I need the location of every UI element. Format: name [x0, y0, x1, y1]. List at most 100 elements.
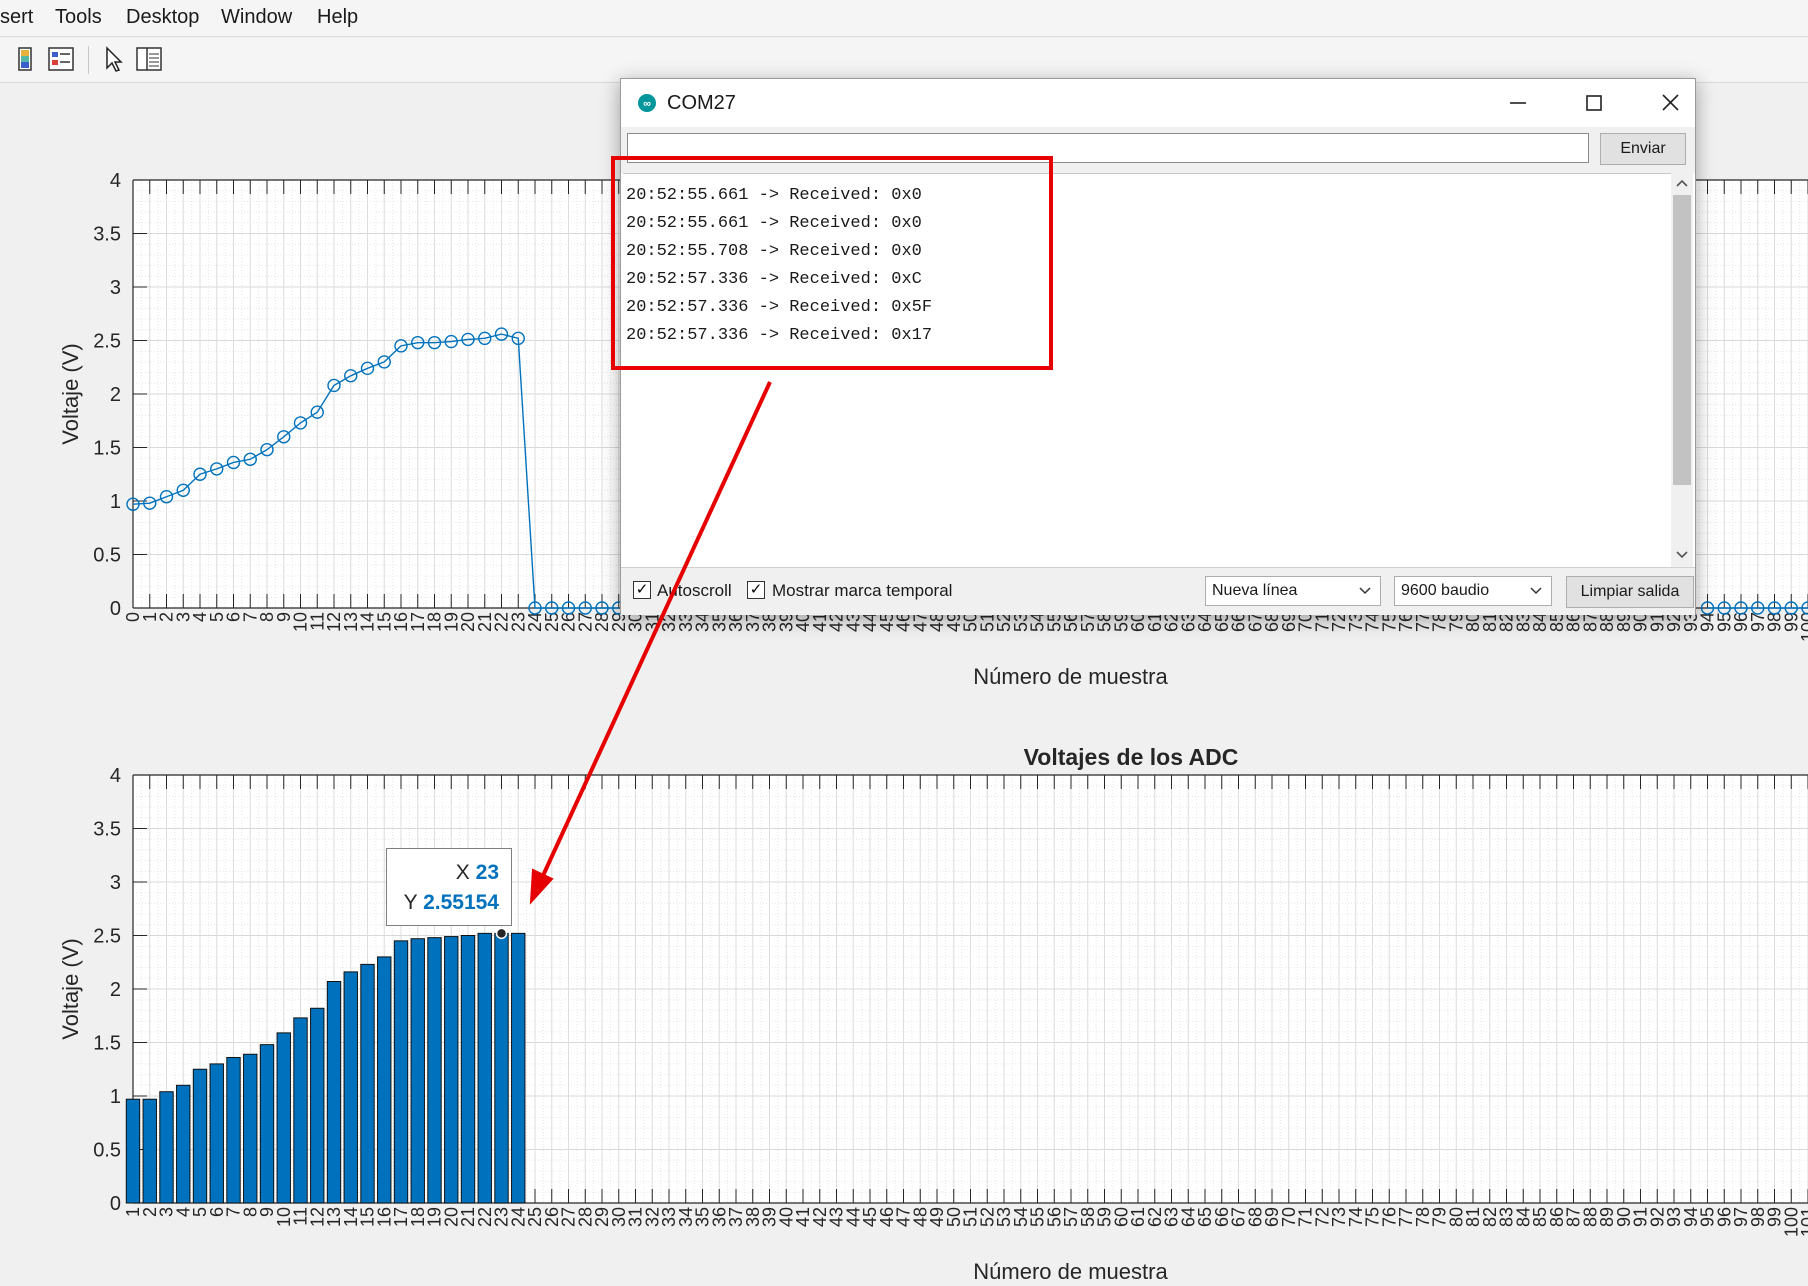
- y-tick-label: 2.5: [93, 926, 121, 948]
- x-tick-label: 14: [358, 612, 378, 632]
- x-tick-label: 15: [358, 1207, 378, 1227]
- x-tick-label: 27: [559, 1207, 579, 1227]
- x-tick-label: 100: [1781, 1207, 1801, 1237]
- data-point: [494, 327, 509, 341]
- x-tick-label: 60: [1111, 1207, 1131, 1227]
- close-icon[interactable]: [1641, 85, 1699, 121]
- x-tick-label: 67: [1229, 1207, 1249, 1227]
- x-tick-label: 84: [1513, 1207, 1533, 1227]
- property-inspector-icon[interactable]: [134, 44, 164, 74]
- menu-tools[interactable]: Tools: [55, 6, 102, 28]
- x-tick-label: 51: [977, 612, 997, 632]
- datatip-y-row: Y 2.55154: [404, 891, 499, 915]
- pointer-icon[interactable]: [98, 44, 128, 74]
- x-tick-label: 10: [274, 1207, 294, 1227]
- datatip-marker: [495, 927, 508, 940]
- menu-help[interactable]: Help: [317, 6, 359, 28]
- menu-window[interactable]: Window: [221, 6, 293, 28]
- x-tick-label: 28: [575, 1207, 595, 1227]
- x-tick-label: 57: [1061, 1207, 1081, 1227]
- x-tick-label: 83: [1513, 612, 1533, 632]
- x-tick-label: 62: [1145, 1207, 1165, 1227]
- x-tick-label: 21: [458, 1207, 478, 1227]
- x-tick-label: 7: [240, 612, 260, 622]
- y-axis-label: Voltaje (V): [58, 938, 83, 1040]
- timestamp-checkbox[interactable]: ✓: [747, 581, 765, 599]
- x-tick-label: 40: [793, 612, 813, 632]
- data-point: [1767, 601, 1782, 615]
- datatip-x-row: X 23: [456, 861, 499, 885]
- x-tick-label: 84: [1530, 612, 1550, 632]
- x-tick-label: 22: [475, 1207, 495, 1227]
- x-tick-label: 50: [944, 1207, 964, 1227]
- x-tick-label: 88: [1580, 1207, 1600, 1227]
- bar: [393, 940, 409, 1204]
- x-tick-label: 16: [374, 1207, 394, 1227]
- x-tick-label: 86: [1547, 1207, 1567, 1227]
- output-line: 20:52:55.708 -> Received: 0x0: [626, 242, 922, 261]
- menu-insert[interactable]: sert: [0, 6, 34, 28]
- scroll-down-icon[interactable]: [1675, 549, 1689, 561]
- minimize-icon[interactable]: [1489, 85, 1547, 121]
- x-tick-label: 38: [743, 1207, 763, 1227]
- x-tick-label: 48: [910, 1207, 930, 1227]
- x-tick-label: 87: [1564, 1207, 1584, 1227]
- line-ending-select[interactable]: Nueva línea: [1205, 576, 1381, 606]
- x-tick-label: 11: [307, 612, 327, 631]
- y-tick-label: 1.5: [93, 438, 121, 460]
- datatip[interactable]: X 23 Y 2.55154: [386, 848, 512, 926]
- serial-input[interactable]: [627, 133, 1589, 163]
- x-tick-label: 61: [1128, 1207, 1148, 1227]
- x-tick-label: 59: [1095, 1207, 1115, 1227]
- x-tick-label: 72: [1329, 612, 1349, 632]
- colorbar-icon[interactable]: [10, 44, 40, 74]
- clear-output-button[interactable]: Limpiar salida: [1566, 576, 1694, 608]
- x-tick-label: 73: [1329, 1207, 1349, 1227]
- maximize-icon[interactable]: [1565, 85, 1623, 121]
- data-point: [277, 430, 291, 444]
- bar: [410, 938, 425, 1204]
- data-point: [226, 455, 241, 470]
- x-tick-label: 90: [1614, 1207, 1634, 1227]
- x-tick-label: 93: [1681, 612, 1701, 632]
- bar: [494, 932, 509, 1204]
- x-tick-label: 9: [257, 1207, 277, 1217]
- x-tick-label: 23: [508, 612, 528, 632]
- bar: [360, 963, 375, 1204]
- x-tick-label: 89: [1614, 612, 1634, 632]
- x-tick-label: 71: [1296, 1207, 1316, 1227]
- x-tick-label: 52: [977, 1207, 997, 1227]
- x-tick-label: 64: [1178, 1207, 1198, 1227]
- data-point: [394, 339, 408, 353]
- x-tick-label: 41: [793, 1207, 813, 1227]
- x-tick-label: 82: [1480, 1207, 1500, 1227]
- x-tick-label: 47: [910, 612, 930, 632]
- x-tick-label: 10: [291, 612, 311, 632]
- x-tick-label: 49: [944, 612, 964, 632]
- data-point: [377, 355, 391, 369]
- y-tick-label: 0: [110, 598, 121, 620]
- serial-monitor-titlebar[interactable]: ∞ COM27: [621, 79, 1695, 127]
- baud-rate-select[interactable]: 9600 baudio: [1394, 576, 1552, 606]
- serial-output[interactable]: 20:52:55.661 -> Received: 0x0 20:52:55.6…: [623, 173, 1671, 568]
- x-tick-label: 4: [173, 1207, 193, 1217]
- x-tick-label: 43: [827, 1207, 847, 1227]
- data-point: [1801, 601, 1808, 615]
- x-tick-label: 17: [408, 612, 428, 632]
- data-point: [461, 332, 475, 347]
- send-row: Enviar: [621, 127, 1695, 173]
- x-tick-label: 5: [190, 1207, 210, 1217]
- x-tick-label: 91: [1647, 612, 1667, 632]
- data-point: [327, 378, 341, 393]
- menu-desktop[interactable]: Desktop: [126, 6, 200, 28]
- serial-options-bar: ✓ Autoscroll ✓ Mostrar marca temporal Nu…: [621, 567, 1695, 615]
- scrollbar-thumb[interactable]: [1673, 195, 1691, 485]
- send-button[interactable]: Enviar: [1600, 133, 1686, 165]
- scroll-up-icon[interactable]: [1675, 177, 1689, 189]
- autoscroll-checkbox[interactable]: ✓: [633, 581, 651, 599]
- legend-icon[interactable]: [46, 44, 76, 74]
- bar: [243, 1053, 258, 1204]
- output-scrollbar[interactable]: [1671, 173, 1693, 567]
- x-tick-label: 37: [726, 1207, 746, 1227]
- x-tick-label: 40: [776, 1207, 796, 1227]
